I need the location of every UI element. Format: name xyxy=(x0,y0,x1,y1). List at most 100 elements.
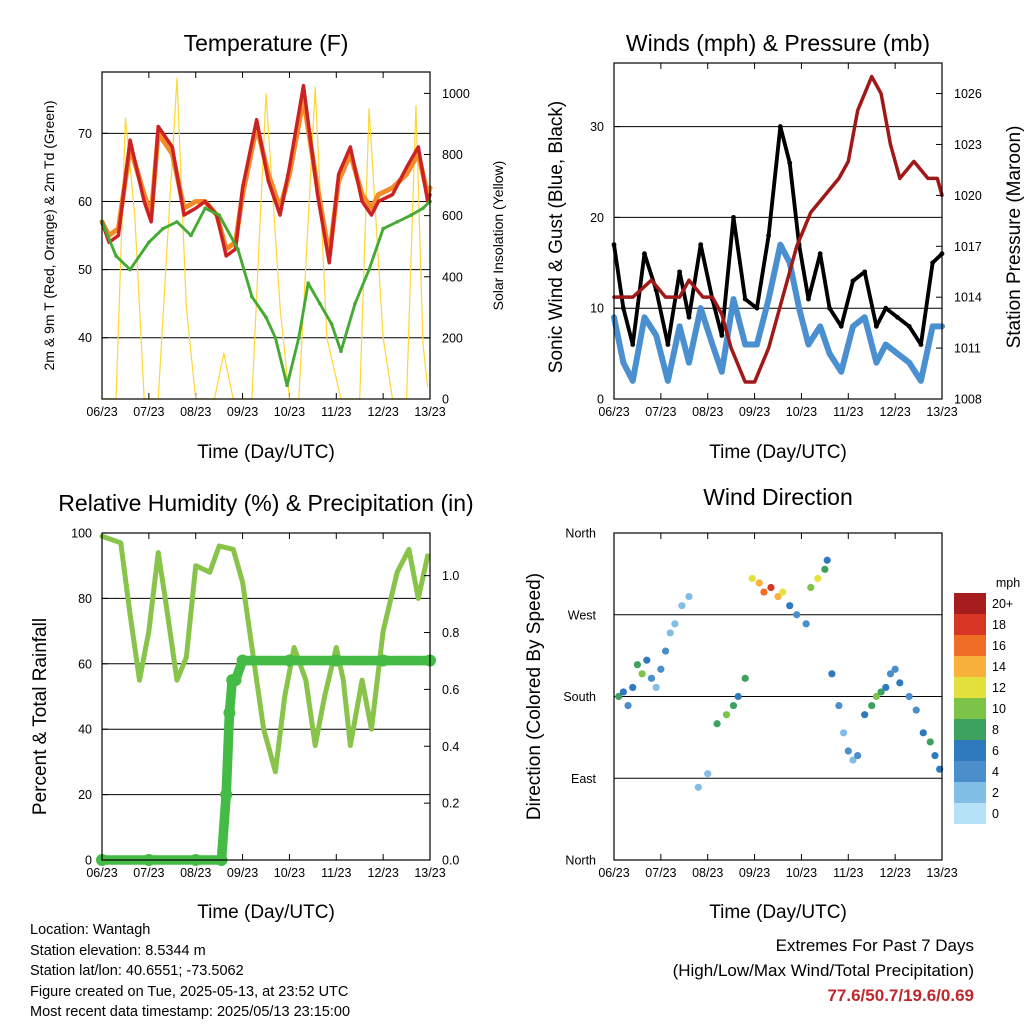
x-tick-label: 12/23 xyxy=(368,405,399,419)
x-tick-label: 06/23 xyxy=(86,405,117,419)
x-axis-label: Time (Day/UTC) xyxy=(709,442,847,463)
x-tick-label: 11/23 xyxy=(833,866,863,880)
direction-point xyxy=(891,665,899,673)
rh-y-tick-label: 0 xyxy=(85,854,92,868)
direction-point xyxy=(748,574,756,583)
x-tick-label: 08/23 xyxy=(692,405,723,419)
x-tick-label: 08/23 xyxy=(692,866,723,880)
wind-y-tick-label: 30 xyxy=(590,120,604,134)
legend-label: 18 xyxy=(992,618,1006,632)
x-tick-label: 13/23 xyxy=(414,866,445,880)
direction-point xyxy=(877,688,885,696)
direction-point xyxy=(678,602,686,610)
sonic-wind-line xyxy=(611,241,945,384)
direction-point xyxy=(844,747,852,755)
legend-swatch xyxy=(954,803,986,824)
station-info: Location: Wantagh Station elevation: 8.5… xyxy=(30,920,350,1023)
rh-y-tick-label: 40 xyxy=(78,723,92,737)
legend-label: 4 xyxy=(992,765,999,779)
x-axis-label: Time (Day/UTC) xyxy=(709,902,847,923)
x-tick-label: 07/23 xyxy=(645,866,676,880)
rh-y-tick-label: 100 xyxy=(71,527,92,541)
pressure-y-tick-label: 1023 xyxy=(954,138,982,152)
humidity-line xyxy=(99,533,431,775)
direction-point xyxy=(619,688,627,696)
direction-point xyxy=(840,729,848,737)
x-axis-label: Time (Day/UTC) xyxy=(197,442,335,463)
direction-point xyxy=(704,770,712,778)
x-tick-label: 07/23 xyxy=(133,405,164,419)
pressure-y-tick-label: 1011 xyxy=(954,342,981,356)
direction-point xyxy=(912,706,920,714)
plot-frame xyxy=(613,532,943,861)
solar-y-tick-label: 0 xyxy=(442,393,449,407)
legend-swatch xyxy=(954,719,986,740)
direction-point xyxy=(849,756,857,764)
direction-point xyxy=(896,679,904,687)
rh-y-tick-label: 80 xyxy=(78,592,92,606)
temp-y-tick-label: 70 xyxy=(78,127,92,141)
panel-title: Relative Humidity (%) & Precipitation (i… xyxy=(58,490,473,516)
rh-y-tick-label: 20 xyxy=(78,788,92,802)
latlon-text: Station lat/lon: 40.6551; -73.5062 xyxy=(30,963,244,980)
x-tick-label: 11/23 xyxy=(321,405,351,419)
direction-point xyxy=(835,701,843,710)
y-axis-label: Direction (Colored By Speed) xyxy=(524,573,545,820)
wind-y-tick-label: 20 xyxy=(590,211,604,225)
y-axis-label: 2m & 9m T (Red, Orange) & 2m Td (Green) xyxy=(41,101,57,371)
x-tick-label: 10/23 xyxy=(786,866,817,880)
direction-tick-label: North xyxy=(565,527,596,541)
rh-y-tick-label: 60 xyxy=(78,657,92,671)
extremes-values: 77.6/50.7/19.6/0.69 xyxy=(827,986,974,1005)
direction-point xyxy=(823,556,831,564)
plot-frame xyxy=(101,532,431,861)
x-tick-label: 11/23 xyxy=(833,405,863,419)
x-tick-label: 10/23 xyxy=(786,405,817,419)
direction-point xyxy=(807,583,815,592)
direction-point xyxy=(814,574,822,583)
direction-point xyxy=(741,674,749,682)
temperature-2m-line xyxy=(100,83,432,265)
legend-swatch xyxy=(954,593,986,614)
direction-point xyxy=(886,670,895,678)
direction-tick-label: West xyxy=(568,608,597,622)
x-tick-label: 13/23 xyxy=(414,405,445,419)
direction-point xyxy=(661,647,670,655)
direction-point xyxy=(638,670,646,678)
direction-point xyxy=(760,588,768,596)
dewpoint-line xyxy=(100,200,432,387)
panel-temperature xyxy=(99,72,433,400)
legend-label: 10 xyxy=(992,702,1006,716)
legend-label: 12 xyxy=(992,681,1006,695)
location-text: Location: Wantagh xyxy=(30,922,151,938)
x-tick-label: 13/23 xyxy=(926,866,957,880)
solar-y-tick-label: 600 xyxy=(442,209,463,223)
direction-point xyxy=(868,701,876,710)
legend-swatch xyxy=(954,677,986,698)
direction-point xyxy=(722,711,731,719)
elevation-text: Station elevation: 8.5344 m xyxy=(30,942,206,959)
x-tick-label: 12/23 xyxy=(368,866,399,880)
temp-y-tick-label: 40 xyxy=(78,331,92,345)
direction-point xyxy=(872,692,881,701)
x-tick-label: 12/23 xyxy=(880,405,911,419)
legend-swatch xyxy=(954,656,986,677)
legend-title: mph xyxy=(996,576,1020,590)
pressure-y-tick-label: 1020 xyxy=(954,189,982,203)
x-tick-label: 12/23 xyxy=(880,866,911,880)
y-axis-label-right: Station Pressure (Maroon) xyxy=(1004,126,1024,349)
plot-frame xyxy=(613,62,943,400)
direction-point xyxy=(685,592,693,601)
legend-label: 14 xyxy=(992,660,1006,674)
legend-swatch xyxy=(954,698,986,719)
legend-swatch xyxy=(954,761,986,782)
legend-swatch xyxy=(954,635,986,656)
direction-point xyxy=(919,729,927,737)
direction-point xyxy=(828,670,836,678)
x-axis-label: Time (Day/UTC) xyxy=(197,902,335,923)
direction-point xyxy=(767,583,775,592)
panel-title: Winds (mph) & Pressure (mb) xyxy=(626,30,930,56)
extremes-subtitle: (High/Low/Max Wind/Total Precipitation) xyxy=(672,961,974,980)
legend-label: 2 xyxy=(992,786,999,800)
